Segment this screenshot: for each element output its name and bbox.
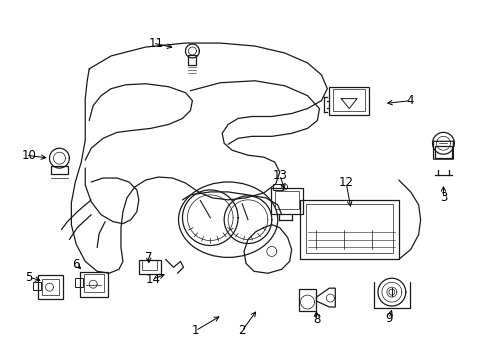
Text: 13: 13 [272,168,287,181]
Bar [435,146,452,158]
Bar [84,274,104,292]
Bar [273,184,283,190]
Bar [271,188,302,214]
Bar [142,260,157,270]
Bar [189,55,196,65]
Bar [275,191,298,209]
Text: 1: 1 [192,324,199,337]
Text: 9: 9 [385,312,392,325]
Bar [80,272,108,297]
Text: 8: 8 [313,314,320,327]
Bar [299,200,399,260]
Bar [33,282,41,290]
Bar [42,279,59,295]
Bar [50,166,69,174]
Text: 6: 6 [73,258,80,271]
Bar [298,289,317,311]
Circle shape [389,289,395,295]
Text: 2: 2 [238,324,246,337]
Text: 12: 12 [339,176,354,189]
Bar [75,278,83,287]
Bar [38,275,63,299]
Bar [139,260,161,274]
Text: 11: 11 [149,37,164,50]
Text: 3: 3 [440,192,447,204]
Bar [329,87,369,114]
Bar [333,89,365,111]
Bar [306,204,393,253]
Text: 5: 5 [25,271,32,284]
Text: 4: 4 [407,94,414,107]
Text: 14: 14 [145,273,160,286]
Text: 7: 7 [145,251,152,264]
Text: 10: 10 [22,149,37,162]
